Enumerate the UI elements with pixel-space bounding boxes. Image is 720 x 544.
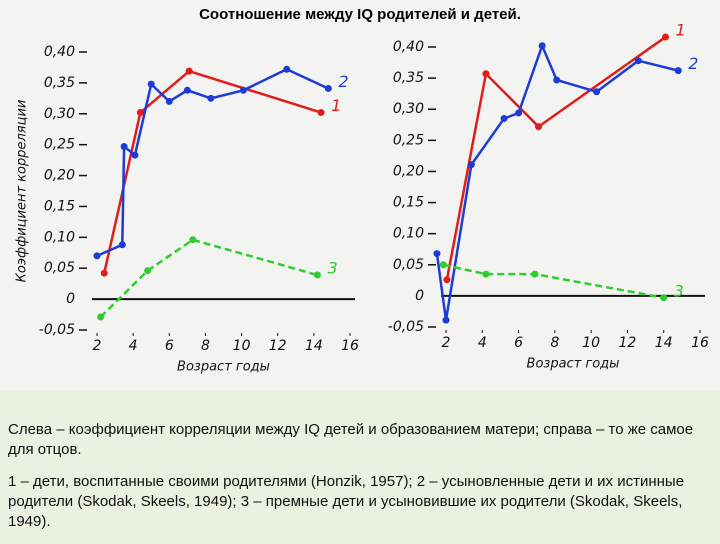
data-point (189, 236, 197, 244)
y-axis-label: Коэффициент корреляции (15, 100, 30, 283)
y-tick-label: 0,10 (393, 226, 424, 242)
data-point (118, 241, 126, 249)
y-tick-label: 0,35 (393, 70, 424, 86)
x-tick-label: 2 (93, 338, 102, 354)
x-tick-label: 16 (691, 335, 709, 351)
caption: Слева – коэффициент корреляции между IQ … (8, 420, 708, 544)
data-point (593, 88, 601, 96)
data-point (207, 94, 215, 102)
x-axis-label: Возраст годы (177, 360, 270, 375)
data-point (500, 115, 508, 123)
data-point (433, 250, 441, 258)
data-point (100, 269, 108, 277)
data-point (634, 57, 642, 65)
data-point (482, 270, 490, 278)
y-tick-label: 0,40 (44, 44, 75, 60)
x-tick-label: 8 (550, 335, 559, 351)
data-point (313, 271, 321, 279)
series-line (443, 263, 664, 299)
y-tick-label: 0,25 (393, 132, 424, 148)
x-tick-label: 2 (442, 335, 451, 351)
series-label: 3 (674, 281, 684, 300)
data-point (183, 86, 191, 94)
caption-paragraph: Слева – коэффициент корреляции между IQ … (8, 421, 694, 458)
y-tick-label: 0 (415, 288, 424, 304)
data-point (467, 161, 475, 169)
data-point (165, 97, 173, 105)
data-point (283, 65, 291, 73)
series-line (99, 238, 318, 318)
data-point (144, 267, 152, 275)
data-point (439, 261, 447, 269)
y-tick-label: 0,30 (393, 101, 424, 117)
y-tick-label: 0,35 (44, 75, 75, 91)
x-tick-label: 12 (269, 338, 287, 354)
series-label: 2 (688, 54, 698, 73)
series-label: 2 (338, 72, 348, 91)
x-tick-label: 10 (233, 338, 251, 354)
data-point (662, 33, 670, 41)
x-tick-label: 14 (655, 335, 673, 351)
y-tick-label: -0,05 (388, 319, 424, 335)
x-tick-label: 12 (619, 335, 637, 351)
x-tick-label: 16 (341, 338, 359, 354)
data-point (535, 123, 543, 131)
y-tick-label: 0,20 (44, 168, 75, 184)
data-point (531, 270, 539, 278)
data-point (515, 109, 523, 117)
data-point (147, 80, 155, 88)
data-point (131, 151, 139, 159)
x-axis-label: Возраст годы (527, 357, 620, 372)
data-point (553, 76, 561, 84)
data-point (136, 109, 144, 117)
data-point (185, 67, 193, 75)
series-label: 3 (327, 259, 337, 278)
y-tick-label: 0 (66, 291, 75, 307)
x-tick-label: 8 (201, 338, 210, 354)
x-tick-label: 6 (165, 338, 174, 354)
x-tick-label: 10 (582, 335, 600, 351)
data-point (482, 70, 490, 78)
data-point (443, 276, 451, 284)
y-tick-label: 0,10 (44, 229, 75, 245)
y-tick-label: 0,05 (393, 257, 424, 273)
data-point (93, 252, 101, 260)
caption-paragraph: 1 – дети, воспитанные своими родителями … (8, 473, 685, 530)
x-tick-label: 6 (514, 335, 523, 351)
y-tick-label: 0,20 (393, 163, 424, 179)
title: Соотношение между IQ родителей и детей. (199, 6, 521, 23)
data-point (674, 67, 682, 75)
data-point (538, 42, 546, 50)
chart-background (0, 0, 720, 390)
data-point (120, 143, 128, 151)
data-point (97, 313, 105, 321)
y-tick-label: 0,15 (44, 198, 75, 214)
data-point (324, 84, 332, 92)
y-tick-label: 0,30 (44, 106, 75, 122)
x-tick-label: 4 (478, 335, 487, 351)
series-line (445, 36, 667, 280)
data-point (239, 86, 247, 94)
data-point (317, 109, 325, 117)
data-point (442, 316, 450, 324)
x-tick-label: 4 (129, 338, 138, 354)
series-label: 1 (676, 21, 686, 40)
y-tick-label: 0,05 (44, 260, 75, 276)
chart: Соотношение между IQ родителей и детей. … (0, 0, 720, 390)
y-tick-label: -0,05 (39, 322, 75, 338)
y-tick-label: 0,15 (393, 195, 424, 211)
data-point (660, 294, 668, 302)
x-tick-label: 14 (305, 338, 323, 354)
y-tick-label: 0,40 (393, 39, 424, 55)
series-label: 1 (331, 96, 341, 115)
series-line (435, 42, 679, 321)
y-tick-label: 0,25 (44, 137, 75, 153)
